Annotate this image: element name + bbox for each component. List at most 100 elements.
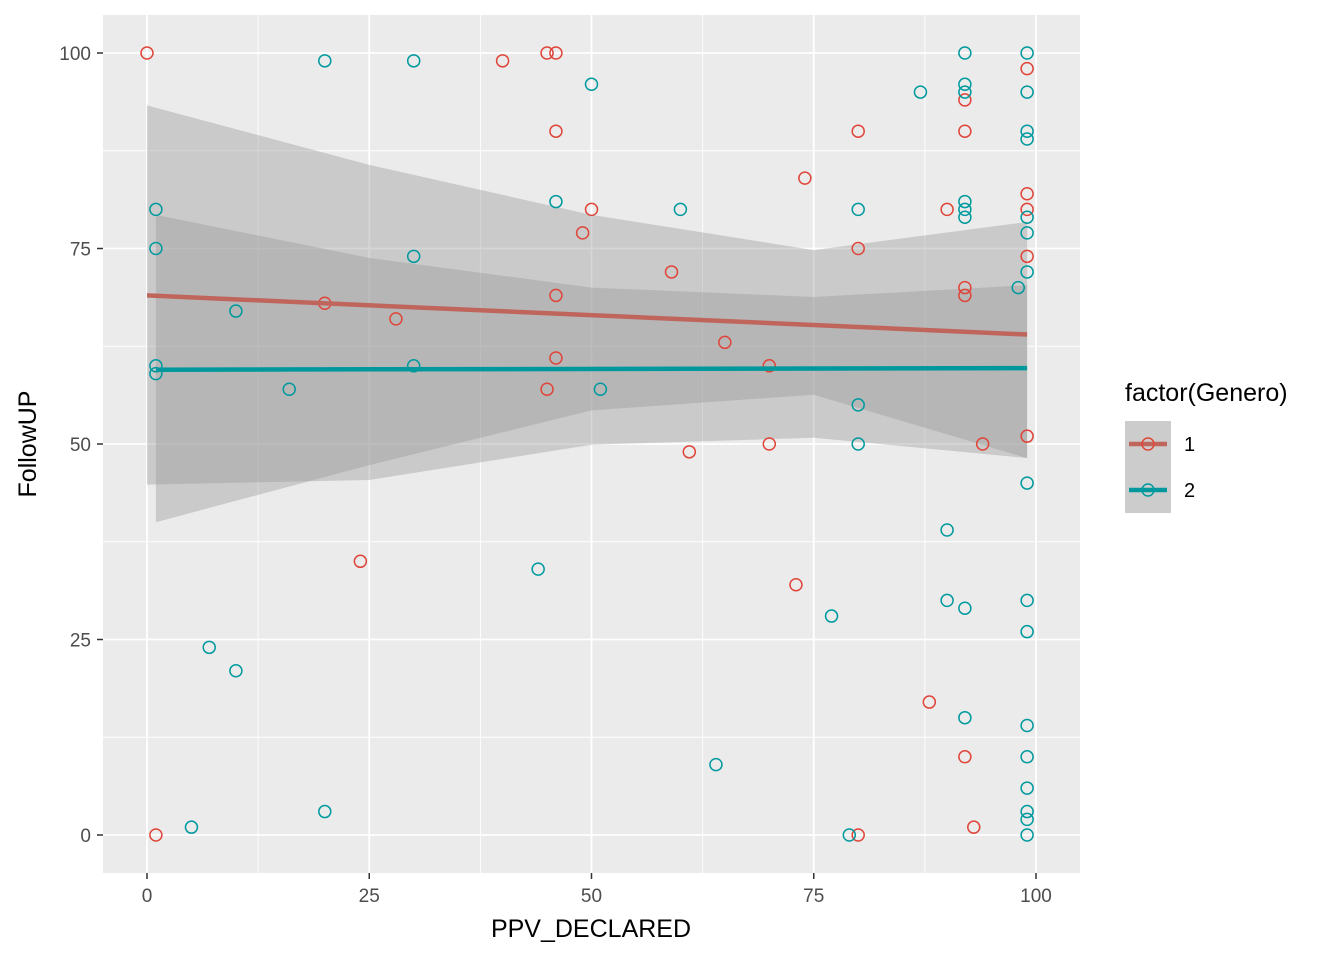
point-2 (318, 804, 332, 819)
point-2 (1020, 624, 1034, 639)
point-1 (967, 820, 981, 834)
point-1 (549, 351, 563, 365)
point-1 (540, 46, 554, 60)
point-1 (975, 437, 990, 451)
point-2 (1020, 85, 1034, 99)
point-1 (389, 312, 403, 326)
point-1 (851, 241, 865, 256)
point-2 (593, 382, 608, 397)
point-2 (673, 202, 688, 217)
point-2 (184, 820, 199, 834)
point-2 (958, 710, 972, 725)
point-1 (762, 359, 777, 373)
point-1 (958, 750, 972, 764)
points (140, 46, 1034, 842)
point-2 (851, 437, 865, 451)
legend-key-point (1141, 437, 1155, 451)
point-2 (958, 77, 972, 92)
grid (35, 15, 1080, 873)
point-1 (549, 46, 563, 60)
point-2 (1020, 718, 1034, 733)
point-1 (798, 171, 812, 185)
point-1 (789, 578, 803, 592)
point-2 (1020, 750, 1034, 764)
point-1 (1020, 429, 1034, 443)
point-1 (762, 437, 777, 451)
y-tick-label: 100 (59, 44, 91, 65)
point-2 (318, 54, 332, 68)
point-1 (851, 124, 865, 138)
point-2 (1020, 226, 1034, 240)
point-1 (575, 226, 590, 240)
point-2 (958, 46, 972, 60)
point-1 (549, 124, 563, 138)
point-2 (958, 601, 972, 615)
axis-ticks: 0 25 50 75 100 0 25 50 75 100 (59, 44, 1052, 907)
y-axis-title: FollowUP (14, 391, 42, 498)
point-1 (584, 202, 599, 217)
point-1 (140, 46, 154, 60)
point-2 (1020, 804, 1034, 819)
point-2 (1020, 46, 1034, 60)
point-1 (1020, 61, 1034, 76)
confidence-band-1 (147, 105, 1028, 485)
point-1 (1020, 187, 1034, 201)
point-2 (149, 241, 163, 256)
x-axis-title: PPV_DECLARED (491, 915, 691, 943)
legend-key-point (1141, 483, 1155, 497)
point-2 (1020, 210, 1034, 224)
point-2 (958, 194, 972, 209)
legend-label-2: 2 (1184, 480, 1195, 502)
point-2 (1020, 124, 1034, 138)
y-tick-label: 75 (70, 240, 91, 261)
point-1 (1020, 249, 1034, 264)
point-2 (958, 210, 972, 224)
point-2 (1020, 265, 1034, 279)
x-tick-label: 50 (581, 886, 602, 907)
point-2 (709, 757, 723, 772)
point-2 (282, 382, 296, 397)
point-2 (958, 85, 972, 99)
point-1 (851, 828, 865, 842)
point-2 (229, 664, 243, 678)
point-2 (851, 202, 865, 217)
fit-line-1 (146, 293, 1028, 337)
point-2 (406, 54, 421, 68)
point-2 (940, 593, 954, 608)
x-tick-label: 75 (803, 886, 824, 907)
point-1 (540, 382, 554, 397)
x-tick-label: 100 (1020, 886, 1052, 907)
point-2 (202, 640, 216, 655)
legend-title: factor(Genero) (1125, 379, 1288, 407)
point-2 (1020, 781, 1034, 795)
point-2 (406, 249, 421, 264)
x-tick-label: 0 (142, 886, 153, 907)
point-2 (824, 609, 839, 623)
point-1 (958, 124, 972, 138)
y-tick-label: 50 (70, 435, 91, 456)
x-tick-label: 25 (359, 886, 380, 907)
point-1 (495, 54, 510, 68)
point-1 (940, 202, 954, 217)
point-1 (958, 280, 972, 295)
point-2 (549, 194, 563, 209)
point-2 (851, 398, 865, 412)
point-2 (1020, 812, 1034, 827)
point-1 (958, 288, 972, 303)
point-1 (549, 288, 563, 303)
point-1 (922, 695, 937, 709)
point-1 (1020, 202, 1034, 217)
point-2 (584, 77, 599, 92)
y-tick-label: 25 (70, 631, 91, 652)
point-2 (940, 523, 954, 537)
point-2 (406, 359, 421, 373)
y-tick-label: 0 (80, 826, 91, 847)
point-1 (353, 554, 368, 569)
point-2 (1020, 828, 1034, 842)
point-2 (1020, 132, 1034, 146)
fit-lines (146, 293, 1028, 372)
point-2 (149, 202, 163, 217)
point-2 (842, 828, 857, 842)
legend: factor(Genero) 1 2 (1125, 379, 1288, 513)
point-1 (682, 445, 697, 459)
